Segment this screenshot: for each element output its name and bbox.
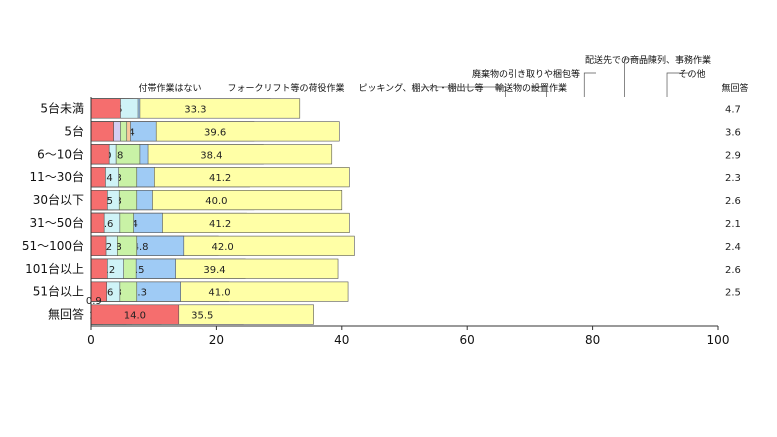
data-label: 4.7 xyxy=(725,104,741,115)
category-label: 6～10台 xyxy=(37,146,84,161)
data-label: 40.0 xyxy=(205,196,227,207)
leader-line xyxy=(531,86,547,97)
category-label: 51～100台 xyxy=(22,238,84,253)
bar-row: 26.040.09.86.37.33.54.52.6 xyxy=(90,190,741,211)
x-axis: 0 20 40 60 80 100 xyxy=(87,97,729,347)
legend-item: 無回答 xyxy=(721,82,748,94)
bar-row: 20.342.014.85.67.33.54.22.4 xyxy=(90,235,741,256)
bar-segment xyxy=(90,212,105,233)
legend-label: その他 xyxy=(678,68,705,80)
legend-label: フォークリフト等の荷役作業 xyxy=(227,82,344,94)
category-labels: 5台未満 5台 6～10台 11～30台 30台以下 31～50台 51～100台 101台以… xyxy=(22,100,84,321)
bar-segment xyxy=(90,235,107,256)
bar-segment xyxy=(90,144,110,165)
category-label: 51台以上 xyxy=(33,284,84,299)
category-label: 5台未満 xyxy=(40,100,84,115)
legend-item: 廃棄物の引き取りや梱包等 xyxy=(472,68,596,97)
category-label: 30台以下 xyxy=(33,192,84,207)
data-label: 14.8 xyxy=(126,242,148,253)
x-tick-label: 20 xyxy=(209,333,224,347)
leader-line xyxy=(624,58,650,97)
data-label: 41.2 xyxy=(209,173,231,184)
data-label: 41.0 xyxy=(208,288,230,299)
category-label: 101台以上 xyxy=(25,261,84,276)
bar-row: 25.341.210.16.47.33.04.42.3 xyxy=(90,167,741,188)
data-label: 38.4 xyxy=(200,150,222,161)
category-label: 31～50台 xyxy=(29,215,84,230)
data-label: 2.6 xyxy=(725,265,741,276)
data-label: 2.9 xyxy=(725,150,741,161)
bar-segment xyxy=(90,167,106,188)
legend-label: 廃棄物の引き取りや梱包等 xyxy=(472,68,580,80)
legend-item: フォークリフト等の荷役作業 xyxy=(227,82,344,94)
category-label: 11～30台 xyxy=(29,169,84,184)
legend-label: 輸送物の設置作業 xyxy=(495,82,567,94)
bar-row: 24.639.413.54.17.23.45.22.6 xyxy=(90,258,741,279)
bar-segment xyxy=(90,121,114,142)
x-tick-label: 40 xyxy=(334,333,349,347)
legend-label: 配送先での商品陳列、事務作業 xyxy=(585,54,711,66)
category-label: 無回答 xyxy=(48,307,84,322)
data-label: 2.1 xyxy=(725,219,741,230)
leader-line xyxy=(583,72,596,97)
x-tick-label: 60 xyxy=(460,333,475,347)
bar-row: 24.841.211.45.26.83.84.62.1 xyxy=(90,212,741,233)
bar-row: 24.335.511.25.66.50.91.914.0 xyxy=(86,296,314,325)
data-label: 14.0 xyxy=(124,311,146,322)
bar-row: 26.039.610.46.35.74.73.63.6 xyxy=(90,121,741,142)
data-label: 2.3 xyxy=(725,173,741,184)
data-label: 4.6 xyxy=(97,219,113,230)
data-label: 3.6 xyxy=(725,127,741,138)
legend-item: その他 xyxy=(666,68,706,97)
data-label: 39.6 xyxy=(204,127,226,138)
data-label: 2.6 xyxy=(725,196,741,207)
bar-row: 28.633.37.85.36.76.17.54.7 xyxy=(90,98,741,119)
legend-label: 付帯作業はない xyxy=(138,82,201,94)
legend-item: 配送先での商品陳列、事務作業 xyxy=(585,54,711,97)
data-label: 41.2 xyxy=(209,219,231,230)
leader-line xyxy=(421,86,506,97)
x-tick-label: 80 xyxy=(585,333,600,347)
bar-segment xyxy=(90,98,121,119)
x-tick-label: 0 xyxy=(87,333,95,347)
bar-segment xyxy=(90,190,108,211)
bar-segment xyxy=(90,258,108,279)
data-label: 42.0 xyxy=(212,242,234,253)
x-tick-label: 100 xyxy=(707,333,730,347)
category-label: 5台 xyxy=(64,123,84,138)
data-label: 39.4 xyxy=(203,265,225,276)
data-label: 33.3 xyxy=(184,104,206,115)
bars: 28.633.37.85.36.76.17.54.726.039.610.46.… xyxy=(86,98,741,325)
data-label: 35.5 xyxy=(191,311,213,322)
data-label: 2.5 xyxy=(725,288,741,299)
bar-row: 22.041.014.35.07.33.54.62.5 xyxy=(90,281,741,302)
legend: 付帯作業はない フォークリフト等の荷役作業 ピッキング、棚入れ・棚出し等 輸送物の設置… xyxy=(138,54,749,97)
legend-item: 輸送物の設置作業 xyxy=(495,82,567,97)
legend-label: 無回答 xyxy=(721,82,748,94)
legend-label: ピッキング、棚入れ・棚出し等 xyxy=(358,82,483,94)
legend-item: 付帯作業はない xyxy=(138,82,201,94)
leader-line xyxy=(666,72,690,97)
bar-row: 27.538.49.16.27.84.04.02.9 xyxy=(90,144,741,165)
data-label: 0.9 xyxy=(86,296,102,307)
data-label: 2.4 xyxy=(725,242,741,253)
legend-item: ピッキング、棚入れ・棚出し等 xyxy=(358,82,506,97)
